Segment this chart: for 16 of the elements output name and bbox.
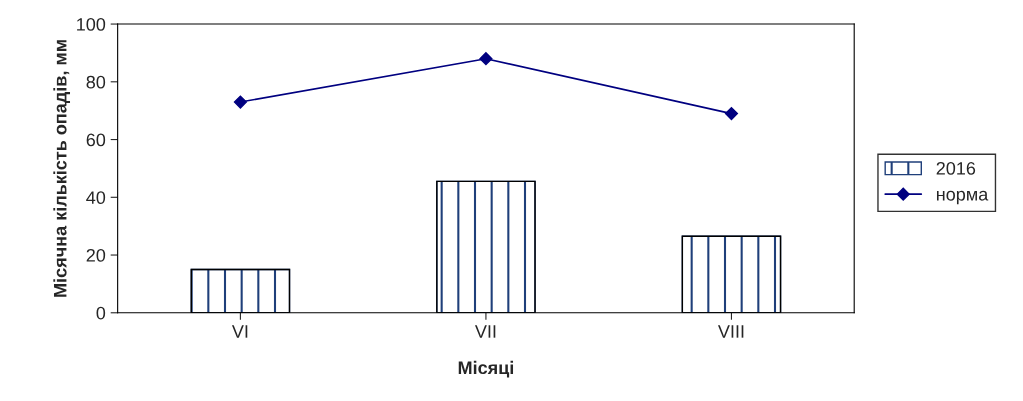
x-tick-label: VI (231, 325, 248, 338)
y-tick-label: 20 (86, 248, 106, 262)
y-tick-label: 0 (96, 306, 106, 320)
x-tick-label: VII (474, 325, 496, 338)
point (724, 106, 739, 121)
x-tick-label: VIII (717, 325, 744, 338)
point (479, 52, 493, 66)
y-tick-label: 80 (86, 75, 106, 89)
y-tick-label: 60 (86, 133, 106, 147)
y-axis-title: Місячна кількість опадів, мм (53, 40, 71, 297)
point (233, 95, 247, 109)
legend-label: норма (936, 190, 989, 205)
y-tick-label: 40 (86, 191, 106, 205)
legend-label: 2016 (936, 161, 976, 175)
x-axis-title: Місяці (458, 360, 514, 378)
y-tick-label: 100 (77, 17, 106, 31)
